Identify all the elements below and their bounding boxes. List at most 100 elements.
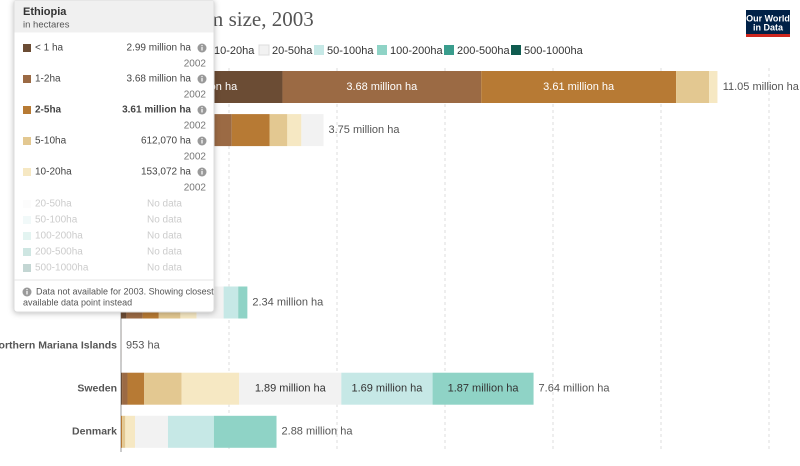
tooltip-row-value: No data <box>147 231 182 242</box>
tooltip-note: Data not available for 2003. Showing clo… <box>36 286 214 296</box>
bar-segment <box>213 415 277 448</box>
bar-segment <box>181 372 240 405</box>
total-label: 2.88 million ha <box>282 426 354 438</box>
legend-label: 50-100ha <box>327 45 374 57</box>
tooltip-row-name: 1-2ha <box>35 74 61 85</box>
total-label: 3.75 million ha <box>329 124 401 136</box>
bar-segment <box>121 372 123 405</box>
tooltip-title: Ethiopia <box>23 6 67 18</box>
bar-segment <box>223 286 239 319</box>
tooltip-row-name: 50-100ha <box>35 215 78 226</box>
tooltip-row-name: 20-50ha <box>35 199 72 210</box>
info-icon-dot <box>201 138 203 140</box>
tooltip-swatch <box>23 137 31 145</box>
legend-label: 20-50ha <box>272 45 313 57</box>
bar-segment <box>432 372 534 405</box>
logo-bar <box>746 34 790 37</box>
tooltip-row-name: 100-200ha <box>35 231 83 242</box>
tooltip-row-year: 2002 <box>184 121 207 132</box>
logo-text: in Data <box>753 22 784 32</box>
tooltip-row-name: 5-10ha <box>35 136 67 147</box>
tooltip-swatch <box>23 106 31 114</box>
tooltip-row-name: 200-500ha <box>35 247 83 258</box>
info-icon-dot <box>201 76 203 78</box>
segment-label: 3.68 million ha <box>346 81 418 93</box>
tooltip-row-name: 500-1000ha <box>35 263 89 274</box>
bar-segment <box>301 114 324 147</box>
tooltip-row-value: 2.99 million ha <box>127 43 192 54</box>
tooltip: Ethiopia in hectares < 1 ha 2.99 million ha… <box>13 0 215 313</box>
bar-segment <box>122 372 128 405</box>
category-label: Denmark <box>72 426 117 438</box>
legend-swatch <box>511 45 521 55</box>
category-label: Northern Mariana Islands <box>0 339 117 351</box>
total-label: 2.34 million ha <box>252 296 324 308</box>
tooltip-swatch <box>23 75 31 83</box>
legend-label: 100-200ha <box>390 45 443 57</box>
info-icon-bar <box>201 109 203 113</box>
bar-segment <box>121 415 123 448</box>
bar-segment <box>481 71 677 103</box>
tooltip-row-year: 2002 <box>184 90 207 101</box>
tooltip-row-value: No data <box>147 199 182 210</box>
info-icon-bar <box>201 140 203 144</box>
tooltip-subtitle: in hectares <box>23 20 70 31</box>
tooltip-row-year: 2002 <box>184 152 207 163</box>
tooltip-row-value: 3.68 million ha <box>127 74 192 85</box>
total-label: 11.05 million ha <box>723 81 800 93</box>
tooltip-header <box>14 0 214 33</box>
tooltip-note: available data point instead <box>23 297 132 307</box>
tooltip-row-value: 612,070 ha <box>141 136 191 147</box>
tooltip-row-name: < 1 ha <box>35 43 64 54</box>
tooltip-row-year: 2002 <box>184 59 207 70</box>
info-icon-bar <box>201 47 203 51</box>
legend-swatch <box>258 44 270 56</box>
info-icon-dot <box>201 107 203 109</box>
bar-segment <box>231 114 270 147</box>
segment-label: 1.69 million ha <box>351 383 423 395</box>
bar-segment <box>238 286 248 319</box>
total-label: 953 ha <box>126 340 161 352</box>
bar-segment <box>135 415 168 448</box>
segment-label: 1.87 million ha <box>448 383 520 395</box>
bar-segment <box>341 372 433 405</box>
info-icon-bar <box>201 78 203 82</box>
tooltip-row-value: 153,072 ha <box>141 167 191 178</box>
bar-segment <box>239 372 342 405</box>
total-label: 7.64 million ha <box>539 383 611 395</box>
chart-title: rm size, 2003 <box>200 7 314 31</box>
info-icon-bar <box>26 291 28 295</box>
segment-label: 1.89 million ha <box>255 383 327 395</box>
tooltip-swatch <box>23 216 31 224</box>
tooltip-row-value: No data <box>147 215 182 226</box>
tooltip-row-value: 3.61 million ha <box>122 105 191 116</box>
tooltip-swatch <box>23 168 31 176</box>
tooltip-swatch <box>23 44 31 52</box>
tooltip-row-name: 2-5ha <box>35 105 62 116</box>
bar-segment <box>709 71 718 103</box>
bar-segment <box>676 71 710 103</box>
info-icon-dot <box>201 169 203 171</box>
logo-box <box>746 10 790 36</box>
tooltip-swatch <box>23 232 31 240</box>
legend-swatch <box>444 45 454 55</box>
tooltip-row-value: No data <box>147 247 182 258</box>
legend-swatch <box>377 45 387 55</box>
tooltip-swatch <box>23 248 31 256</box>
tooltip-box <box>13 0 215 313</box>
info-icon-bar <box>201 171 203 175</box>
info-icon-dot <box>26 289 28 291</box>
info-icon-dot <box>201 45 203 47</box>
legend-swatch <box>314 45 324 55</box>
category-label: Sweden <box>77 382 117 394</box>
bar-segment <box>144 372 182 405</box>
bar-segment <box>125 415 136 448</box>
legend-label: 500-1000ha <box>524 45 584 57</box>
segment-label: 3.61 million ha <box>543 81 615 93</box>
bar-segment <box>282 71 482 103</box>
bar-segment <box>287 114 302 147</box>
bar-segment <box>127 372 145 405</box>
bar-segment <box>269 114 288 147</box>
tooltip-row-value: No data <box>147 263 182 274</box>
tooltip-swatch <box>23 264 31 272</box>
